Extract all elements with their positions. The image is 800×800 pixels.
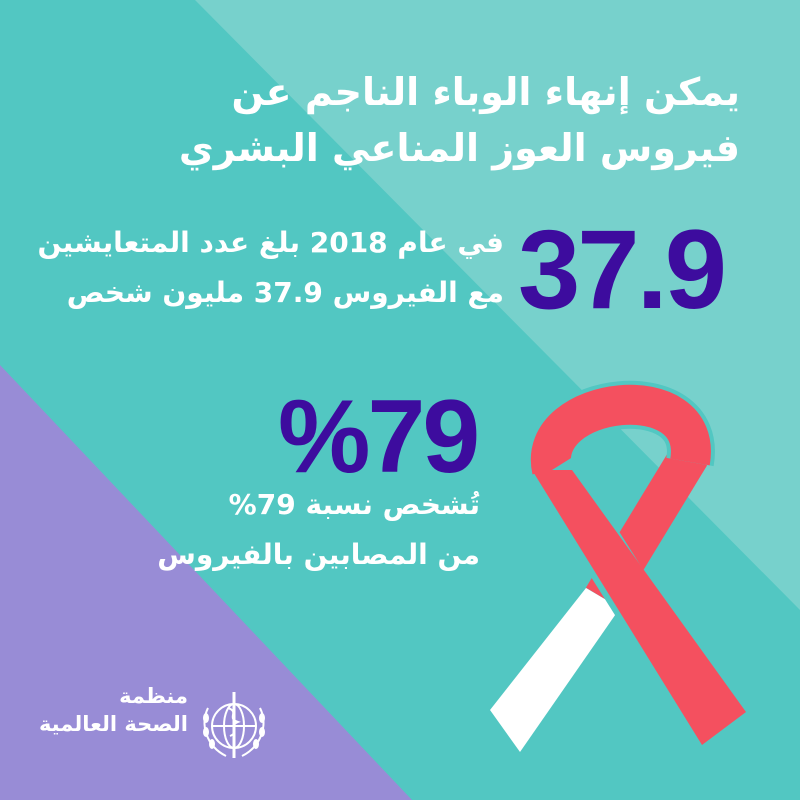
- diagnosed-line-1: تُشخص نسبة 79%: [228, 488, 480, 521]
- headline-line-2: فيروس العوز المناعي البشري: [178, 126, 740, 170]
- who-logo-line-2: الصحة العالمية: [38, 712, 188, 736]
- people-living-caption: في عام 2018 بلغ عدد المتعايشين مع الفيرو…: [37, 218, 504, 318]
- who-logo-line-1: منظمة: [119, 684, 188, 708]
- lavender-band: [0, 365, 412, 800]
- headline-line-1: يمكن إنهاء الوباء الناجم عن: [231, 70, 740, 114]
- people-living-number: 37.9: [518, 207, 727, 332]
- who-logo-text: منظمة الصحة العالمية: [39, 682, 188, 738]
- people-living-line-1: في عام 2018 بلغ عدد المتعايشين: [37, 226, 504, 259]
- ribbon-front-strand: [526, 380, 746, 753]
- people-living-line-2: مع الفيروس 37.9 مليون شخص: [66, 276, 504, 309]
- diagnosed-percent-number: %79: [278, 379, 480, 495]
- who-emblem-icon: [203, 692, 265, 758]
- diagnosed-line-2: من المصابين بالفيروس: [157, 538, 480, 571]
- light-teal-band: [195, 0, 800, 610]
- diagnosed-caption: تُشخص نسبة 79% من المصابين بالفيروس: [157, 480, 480, 580]
- headline: يمكن إنهاء الوباء الناجم عن فيروس العوز …: [179, 64, 740, 176]
